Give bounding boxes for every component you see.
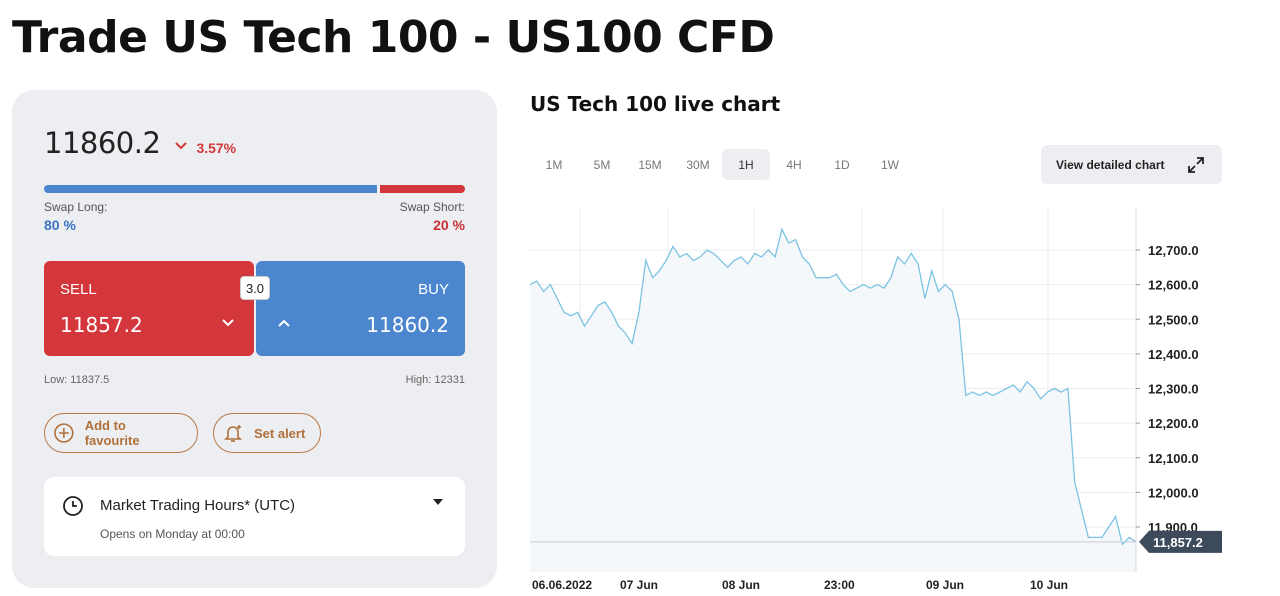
chevron-down-icon — [174, 141, 188, 151]
set-alert-button[interactable]: Set alert — [213, 413, 321, 453]
timeframe-tab-1w[interactable]: 1W — [866, 149, 914, 180]
timeframe-tab-5m[interactable]: 5M — [578, 149, 626, 180]
favourite-label: Add to favourite — [85, 418, 183, 448]
sell-label: SELL — [60, 281, 97, 298]
swap-long-value: 80 % — [44, 217, 76, 233]
x-tick-label: 07 Jun — [620, 578, 658, 592]
chart-title: US Tech 100 live chart — [530, 92, 780, 116]
hours-subtitle: Opens on Monday at 00:00 — [100, 527, 245, 541]
sell-price: 11857.2 — [60, 313, 143, 337]
swap-long-bar — [44, 185, 377, 193]
swap-ratio-bar — [44, 185, 465, 193]
y-tick-label: 12,000.0 — [1148, 485, 1199, 500]
y-tick-label: 12,700.0 — [1148, 243, 1199, 258]
x-tick-label: 06.06.2022 — [532, 578, 592, 592]
high-value: High: 12331 — [406, 374, 465, 386]
x-tick-label: 08 Jun — [722, 578, 760, 592]
chevron-up-icon — [278, 319, 290, 327]
y-tick-label: 12,200.0 — [1148, 416, 1199, 431]
sell-button[interactable]: SELL 11857.2 — [44, 261, 254, 356]
timeframe-tab-1h[interactable]: 1H — [722, 149, 770, 180]
caret-down-icon — [433, 499, 443, 505]
chevron-down-icon — [222, 319, 234, 327]
price-row: 11860.2 3.57% — [44, 126, 236, 160]
bell-icon — [222, 422, 244, 444]
add-to-favourite-button[interactable]: Add to favourite — [44, 413, 198, 453]
expand-icon — [1188, 157, 1204, 173]
page-title: Trade US Tech 100 - US100 CFD — [12, 12, 774, 63]
x-tick-label: 10 Jun — [1030, 578, 1068, 592]
low-value: Low: 11837.5 — [44, 374, 109, 386]
x-tick-label: 23:00 — [824, 578, 855, 592]
y-tick-label: 12,600.0 — [1148, 278, 1199, 293]
x-tick-label: 09 Jun — [926, 578, 964, 592]
change-percent: 3.57% — [196, 140, 236, 156]
swap-short-label: Swap Short: — [400, 200, 465, 214]
buy-price: 11860.2 — [366, 313, 449, 337]
y-tick-label: 12,500.0 — [1148, 312, 1199, 327]
y-tick-label: 12,400.0 — [1148, 347, 1199, 362]
timeframe-tab-1m[interactable]: 1M — [530, 149, 578, 180]
y-tick-label: 12,100.0 — [1148, 451, 1199, 466]
trade-panel: 11860.2 3.57% Swap Long: Swap Short: 80 … — [12, 90, 497, 588]
detail-label: View detailed chart — [1056, 158, 1165, 172]
alert-label: Set alert — [254, 426, 305, 441]
view-detailed-chart-button[interactable]: View detailed chart — [1041, 145, 1222, 184]
timeframe-tab-1d[interactable]: 1D — [818, 149, 866, 180]
timeframe-tab-4h[interactable]: 4H — [770, 149, 818, 180]
swap-short-bar — [380, 185, 465, 193]
trading-hours-dropdown[interactable]: Market Trading Hours* (UTC) Opens on Mon… — [44, 477, 465, 556]
swap-long-label: Swap Long: — [44, 200, 107, 214]
hours-title: Market Trading Hours* (UTC) — [100, 497, 295, 514]
spread-badge: 3.0 — [240, 276, 270, 300]
clock-icon — [62, 495, 84, 517]
buy-label: BUY — [418, 281, 449, 298]
timeframe-tabs: 1M 5M 15M 30M 1H 4H 1D 1W — [530, 149, 914, 180]
timeframe-tab-30m[interactable]: 30M — [674, 149, 722, 180]
y-tick-label: 12,300.0 — [1148, 382, 1199, 397]
current-price: 11860.2 — [44, 126, 160, 160]
price-chart[interactable]: 12,700.0 12,600.0 12,500.0 12,400.0 12,300.0… — [528, 200, 1228, 595]
current-price-label: 11,857.2 — [1153, 535, 1203, 550]
swap-short-value: 20 % — [433, 217, 465, 233]
buy-button[interactable]: BUY 11860.2 — [256, 261, 465, 356]
timeframe-tab-15m[interactable]: 15M — [626, 149, 674, 180]
plus-circle-icon — [53, 422, 75, 444]
